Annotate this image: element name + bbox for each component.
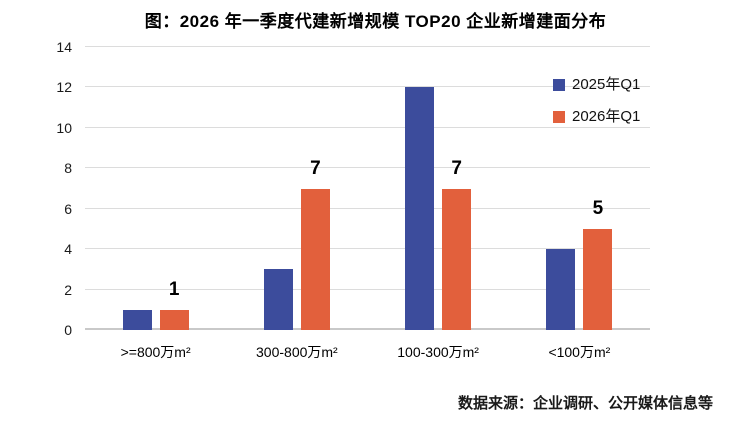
legend-item-1: 2026年Q1: [553, 108, 640, 126]
bar-column-s1-c1: 7: [300, 157, 330, 330]
x-axis: >=800万m² 300-800万m² 100-300万m² <100万m²: [85, 342, 650, 362]
bar-s1-c3: [583, 228, 613, 330]
bar-column-s1-c0: 1: [159, 278, 189, 330]
legend-item-0: 2025年Q1: [553, 76, 640, 94]
bar-column-s1-c2: 7: [442, 157, 472, 330]
data-label-s1-c2: 7: [451, 157, 462, 179]
data-label-s1-c3: 5: [592, 197, 604, 219]
legend: 2025年Q1 2026年Q1: [553, 76, 640, 140]
legend-swatch-icon: [553, 111, 565, 123]
chart-title: 图：2026 年一季度代建新增规模 TOP20 企业新增建面分布: [144, 12, 607, 31]
bar-s1-c1: [300, 188, 330, 330]
x-tick-label-2: 100-300万m²: [397, 344, 479, 360]
y-tick-label-2: 2: [64, 281, 72, 298]
bar-column-s0-c0: [122, 309, 152, 330]
y-tick-label-0: 0: [64, 322, 72, 338]
gridline-8: [85, 167, 650, 169]
x-tick-label-3: <100万m²: [548, 344, 611, 360]
bar-s0-c0: [122, 309, 152, 330]
gridline-12: [85, 86, 650, 88]
gridline-6: [85, 207, 650, 209]
y-tick-label-12: 12: [56, 79, 72, 96]
data-label-s1-c1: 7: [310, 157, 321, 179]
bar-s1-c2: [442, 188, 472, 330]
y-tick-label-14: 14: [56, 39, 72, 55]
bar-group-2: 7: [368, 47, 509, 330]
y-tick-label-4: 4: [64, 241, 72, 258]
bar-group-1: 7: [226, 47, 367, 330]
gridline-10: [85, 126, 650, 128]
data-label-s1-c0: 1: [168, 278, 180, 300]
bar-s0-c3: [546, 249, 576, 330]
gridline-4: [85, 248, 650, 250]
source-note: 数据来源：企业调研、公开媒体信息等: [457, 395, 713, 412]
bar-column-s0-c1: [263, 269, 293, 330]
x-tick-label-1: 300-800万m²: [256, 344, 338, 360]
gridline-0: [85, 328, 650, 330]
y-tick-label-8: 8: [64, 160, 72, 177]
bar-column-s1-c3: 5: [583, 197, 613, 330]
bar-column-s0-c2: [405, 87, 435, 330]
y-tick-label-6: 6: [64, 200, 72, 217]
gridline-14: [85, 46, 650, 47]
bar-s1-c0: [159, 309, 189, 330]
legend-label: 2025年Q1: [572, 76, 641, 93]
legend-swatch-icon: [553, 79, 565, 91]
bar-group-0: 1: [85, 47, 226, 330]
gridline-2: [85, 288, 650, 290]
bar-group-3: 5: [509, 47, 650, 330]
x-tick-label-0: >=800万m²: [120, 344, 191, 360]
legend-label: 2026年Q1: [572, 108, 641, 125]
bar-column-s0-c3: [546, 249, 576, 330]
bar-s0-c2: [405, 87, 435, 330]
bar-s0-c1: [263, 269, 293, 330]
y-tick-label-10: 10: [56, 119, 72, 136]
